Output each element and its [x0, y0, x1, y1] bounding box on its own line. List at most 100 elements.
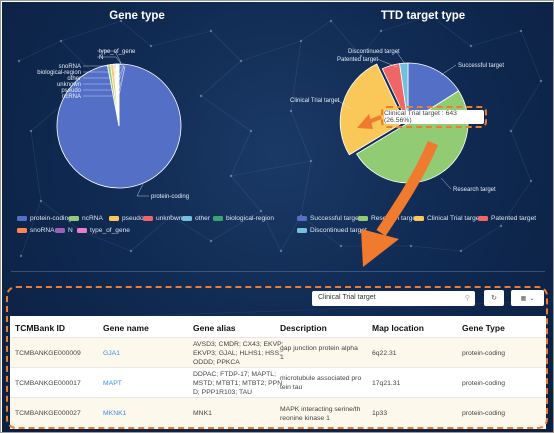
- cell-description: gap junction protein alpha 1: [280, 345, 358, 361]
- column-header-gene-name[interactable]: Gene name: [103, 323, 149, 333]
- legend-swatch: [213, 216, 223, 221]
- ttd-slice-label: Clinical Trial target: [290, 98, 340, 104]
- legend-label: biological-region: [226, 215, 275, 222]
- search-input-value: Clinical Trial target: [318, 294, 376, 301]
- search-icon[interactable]: ⚲: [464, 295, 470, 302]
- legend-label: protein-coding: [30, 215, 72, 222]
- cell-gene-type: protein-coding: [462, 349, 506, 357]
- legend-swatch: [358, 216, 368, 221]
- gene-type-slice-label: unknown: [57, 82, 81, 88]
- gene-name-link[interactable]: GJA1: [103, 349, 120, 357]
- legend-item-clinical-trial-target[interactable]: Clinical Trial target: [414, 215, 481, 222]
- legend-label: other: [195, 215, 211, 222]
- large-arrow-to-table: [361, 140, 439, 267]
- gene-type-slice-label: type_of_gene: [99, 49, 136, 55]
- cell-gene-type: protein-coding: [462, 379, 506, 387]
- legend-label: Clinical Trial target: [427, 215, 482, 222]
- ttd-slice-label: Successful target: [458, 63, 504, 69]
- legend-swatch: [297, 228, 307, 233]
- legend-label: Discontinued target: [310, 227, 367, 234]
- gene-type-slice-label: biological-region: [37, 70, 81, 76]
- legend-swatch: [17, 228, 27, 233]
- legend-item-n[interactable]: N: [55, 227, 73, 234]
- legend-item-protein-coding[interactable]: protein-coding: [17, 215, 72, 222]
- gene-name-link[interactable]: MKNK1: [103, 410, 127, 417]
- gene-type-slice-label: snoRNA: [59, 64, 81, 70]
- pie-slice-discontinued-target[interactable]: [399, 62, 409, 124]
- cell-gene-type: protein-coding: [462, 410, 506, 417]
- legend-label: pseudo: [122, 215, 144, 222]
- ttd-slice-label: Discontinued target: [348, 49, 400, 55]
- cell-tcmbank-id: TCMBANKGE000009: [15, 349, 81, 357]
- legend-swatch: [69, 216, 79, 221]
- column-header-map-location[interactable]: Map location: [372, 323, 424, 333]
- cell-gene-alias: MNK1: [193, 410, 212, 417]
- pie-slice-type-of-gene[interactable]: [117, 63, 120, 127]
- legend-item-ncrna[interactable]: ncRNA: [69, 215, 103, 222]
- legend-swatch: [414, 216, 424, 221]
- table-row[interactable]: TCMBANKGE000017 MAPT DDPAC; FTDP-17; MAPTL…: [10, 367, 546, 398]
- legend-item-other[interactable]: other: [182, 215, 210, 222]
- legend-item-unknown[interactable]: unknown: [143, 215, 182, 222]
- column-header-tcmbank-id[interactable]: TCMBank ID: [15, 323, 66, 333]
- legend-swatch: [55, 228, 65, 233]
- cell-map-location: 6q22.31: [372, 349, 397, 357]
- gene-type-title: Gene type: [109, 10, 165, 22]
- refresh-button[interactable]: ↻: [484, 290, 504, 306]
- pie-slice-successful-target[interactable]: [407, 62, 460, 124]
- cell-map-location: 17q21.31: [372, 379, 401, 387]
- legend-swatch: [143, 216, 153, 221]
- table-highlight-box: [6, 286, 548, 429]
- legend-item-successful-target[interactable]: Successful target: [297, 215, 361, 222]
- column-header-description[interactable]: Description: [280, 323, 327, 333]
- legend-swatch: [478, 216, 488, 221]
- legend-item-discontinued-target[interactable]: Discontinued target: [297, 227, 367, 234]
- legend-swatch: [77, 228, 87, 233]
- table-row[interactable]: TCMBANKGE000027 MKNK1 MNK1 MAPK interacting…: [10, 397, 546, 429]
- legend-label: N: [68, 227, 73, 234]
- legend-item-biological-region[interactable]: biological-region: [213, 215, 274, 222]
- gene-type-slice-label: ncRNA: [62, 94, 81, 100]
- cell-description: microtubule associated pro tein tau: [280, 375, 362, 391]
- legend-item-snorna[interactable]: snoRNA: [17, 227, 55, 234]
- column-header-gene-alias[interactable]: Gene alias: [193, 323, 236, 333]
- gene-type-slice-label: protein-coding: [151, 194, 189, 200]
- search-input[interactable]: Clinical Trial target ⚲: [312, 291, 475, 306]
- ttd-target-type-title: TTD target type: [380, 10, 466, 22]
- legend-item-patented-target[interactable]: Patented target: [478, 215, 536, 222]
- legend-item-type-of-gene[interactable]: type_of_gene: [77, 227, 130, 234]
- cell-gene-alias: AVSD3; CMDR; CX43; EKVP; EKVP3; GJAL; HLH…: [193, 340, 284, 366]
- cell-description: MAPK interacting serine/th reonine kinase…: [280, 405, 361, 422]
- refresh-icon: ↻: [491, 295, 497, 302]
- cell-gene-alias: DDPAC; FTDP-17; MAPTL; MSTD; MTBT1; MTBT2…: [193, 370, 283, 396]
- column-header-gene-type[interactable]: Gene Type: [462, 323, 505, 333]
- ttd-slice-label: Patented target: [337, 57, 378, 63]
- section-divider: [11, 271, 545, 272]
- gene-results-table: TCMBank ID Gene name Gene alias Description…: [10, 316, 546, 429]
- gene-name-link[interactable]: MAPT: [103, 379, 122, 387]
- cell-tcmbank-id: TCMBANKGE000027: [15, 410, 81, 417]
- pie-tooltip: Clinical Trial target : 643 (26.56%): [384, 110, 484, 124]
- legend-label: type_of_gene: [90, 227, 130, 234]
- gene-type-slice-label: other: [67, 76, 81, 82]
- cell-tcmbank-id: TCMBANKGE000017: [15, 379, 81, 387]
- gene-type-slice-label: N: [99, 55, 103, 61]
- legend-label: Patented target: [491, 215, 537, 222]
- legend-label: snoRNA: [30, 227, 55, 234]
- legend-swatch: [109, 216, 119, 221]
- chevron-down-icon: ⌄: [529, 295, 535, 302]
- legend-swatch: [182, 216, 192, 221]
- columns-toggle-button[interactable]: ▦ ⌄: [511, 290, 544, 306]
- gene-type-slice-label: pseudo: [61, 88, 81, 94]
- table-row[interactable]: TCMBANKGE000009 GJA1 AVSD3; CMDR; CX43; EK…: [10, 337, 546, 368]
- cell-map-location: 1p33: [372, 410, 388, 417]
- legend-item-pseudo[interactable]: pseudo: [109, 215, 144, 222]
- ttd-slice-label: Research target: [453, 187, 496, 193]
- small-arrow-to-clinical-slice: [357, 114, 382, 129]
- legend-label: ncRNA: [82, 215, 103, 222]
- pie-slice-clinical-trial-target[interactable]: [339, 63, 405, 156]
- tooltip-highlight-box: [381, 106, 487, 128]
